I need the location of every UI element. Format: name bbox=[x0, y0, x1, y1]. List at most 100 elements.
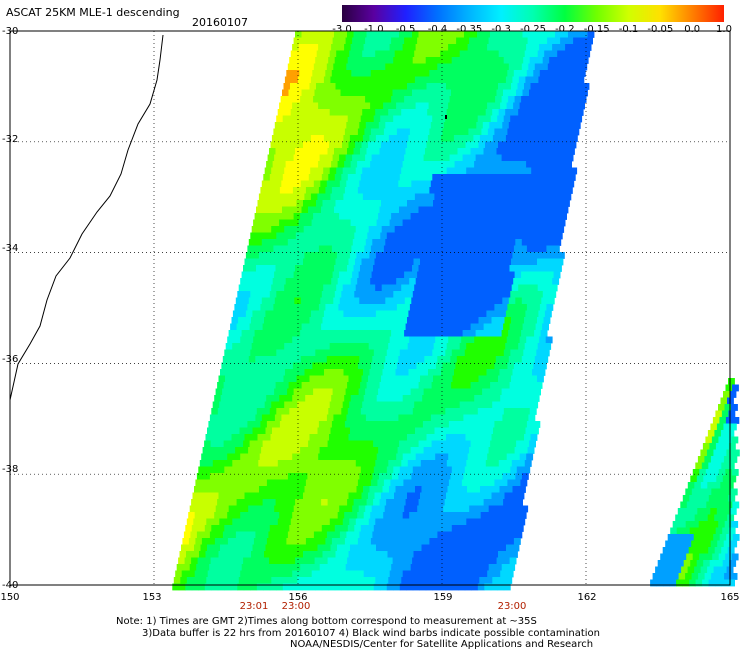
swath-cell bbox=[514, 505, 522, 513]
swath-cell bbox=[683, 560, 691, 567]
swath-cell bbox=[546, 304, 554, 311]
swath-cell bbox=[263, 291, 271, 298]
swath-cell bbox=[425, 174, 433, 181]
swath-cell bbox=[305, 278, 313, 285]
swath-cell bbox=[406, 466, 414, 474]
swath-cell bbox=[313, 122, 321, 129]
swath-cell bbox=[378, 297, 386, 305]
swath-cell bbox=[510, 115, 518, 123]
swath-cell bbox=[359, 356, 367, 363]
swath-cell bbox=[333, 356, 341, 363]
swath-cell bbox=[329, 434, 336, 441]
swath-cell bbox=[470, 557, 478, 565]
swath-cell bbox=[227, 362, 235, 370]
swath-cell bbox=[542, 323, 549, 331]
swath-cell bbox=[305, 44, 312, 51]
swath-cell bbox=[345, 564, 353, 571]
swath-cell bbox=[443, 63, 451, 71]
swath-cell bbox=[247, 304, 255, 311]
swath-cell bbox=[421, 193, 429, 201]
swath-cell bbox=[337, 486, 344, 493]
swath-cell bbox=[439, 375, 447, 383]
swath-cell bbox=[558, 44, 566, 51]
swath-cell bbox=[343, 544, 351, 552]
swath-cell bbox=[270, 141, 278, 149]
swath-cell bbox=[308, 408, 316, 415]
swath-cell bbox=[392, 557, 400, 565]
swath-cell bbox=[368, 492, 375, 500]
swath-cell bbox=[355, 284, 363, 292]
swath-cell bbox=[521, 330, 528, 337]
lon-label-162: 162 bbox=[577, 592, 597, 603]
swath-cell bbox=[208, 421, 216, 428]
swath-cell bbox=[300, 447, 307, 454]
swath-cell bbox=[313, 330, 320, 337]
swath-cell bbox=[215, 505, 223, 513]
swath-cell bbox=[388, 343, 396, 350]
swath-cell bbox=[390, 70, 398, 77]
swath-cell bbox=[368, 577, 376, 584]
swath-cell bbox=[369, 252, 377, 259]
swath-cell bbox=[410, 154, 418, 162]
swath-cell bbox=[420, 226, 428, 233]
swath-cell bbox=[247, 245, 255, 253]
swath-cell bbox=[336, 109, 344, 116]
swath-cell bbox=[320, 180, 328, 188]
swath-cell bbox=[461, 44, 468, 51]
swath-cell bbox=[685, 573, 692, 580]
swath-cell bbox=[372, 180, 380, 188]
swath-cell bbox=[270, 375, 278, 383]
swath-cell bbox=[218, 375, 226, 383]
swath-cell bbox=[563, 109, 571, 116]
swath-cell bbox=[423, 154, 431, 162]
swath-cell bbox=[400, 83, 408, 90]
swath-cell bbox=[328, 466, 336, 474]
swath-cell bbox=[490, 57, 498, 64]
swath-cell bbox=[381, 375, 388, 383]
swath-cell bbox=[302, 115, 310, 123]
swath-cell bbox=[469, 330, 476, 337]
swath-cell bbox=[320, 356, 328, 363]
swath-cell bbox=[685, 488, 693, 496]
swath-cell bbox=[324, 161, 332, 168]
swath-cell bbox=[474, 336, 482, 344]
swath-cell bbox=[349, 193, 357, 201]
swath-cell bbox=[688, 547, 696, 554]
swath-cell bbox=[249, 557, 257, 565]
swath-cell bbox=[351, 128, 359, 136]
swath-cell bbox=[399, 57, 407, 64]
swath-cell bbox=[370, 161, 377, 168]
swath-cell bbox=[459, 518, 467, 526]
swath-cell bbox=[365, 37, 372, 45]
swath-cell bbox=[441, 395, 449, 402]
swath-cell bbox=[383, 453, 391, 461]
swath-cell bbox=[251, 518, 259, 526]
swath-cell bbox=[524, 83, 531, 90]
swath-cell bbox=[377, 538, 385, 545]
swath-cell bbox=[721, 410, 729, 418]
swath-cell bbox=[343, 193, 351, 201]
swath-cell bbox=[441, 369, 448, 376]
swath-cell bbox=[359, 63, 367, 71]
swath-cell bbox=[495, 239, 503, 246]
swath-cell bbox=[489, 297, 497, 305]
swath-cell bbox=[422, 128, 430, 136]
swath-cell bbox=[427, 284, 435, 292]
swath-cell bbox=[282, 499, 289, 506]
swath-cell bbox=[213, 427, 221, 435]
swath-cell bbox=[539, 128, 547, 136]
swath-cell bbox=[374, 258, 382, 266]
swath-cell bbox=[378, 447, 385, 454]
swath-cell bbox=[425, 31, 432, 38]
swath-cell bbox=[442, 362, 450, 370]
swath-cell bbox=[555, 115, 563, 123]
swath-cell bbox=[732, 449, 740, 457]
swath-cell bbox=[316, 317, 323, 324]
swath-cell bbox=[300, 564, 308, 571]
swath-cell bbox=[520, 70, 528, 77]
swath-cell bbox=[431, 382, 439, 389]
swath-cell bbox=[367, 466, 375, 474]
swath-cell bbox=[456, 271, 463, 279]
swath-cell bbox=[334, 323, 341, 331]
swath-cell bbox=[521, 37, 528, 45]
